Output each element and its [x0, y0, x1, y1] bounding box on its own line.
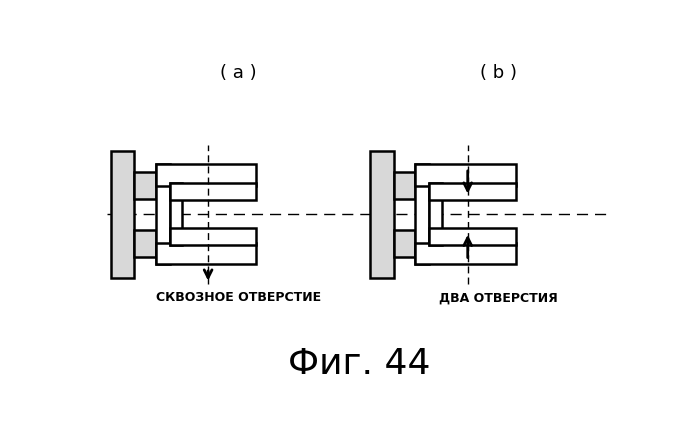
Bar — [155, 164, 169, 264]
Bar — [169, 228, 256, 245]
Bar — [415, 164, 516, 186]
Bar — [169, 183, 256, 200]
Text: ДВА ОТВЕРСТИЯ: ДВА ОТВЕРСТИЯ — [439, 291, 558, 304]
Bar — [111, 151, 134, 278]
Bar — [370, 151, 393, 278]
Bar — [415, 243, 516, 264]
Bar — [111, 151, 134, 278]
Bar — [134, 172, 155, 199]
Bar — [155, 164, 256, 186]
Bar — [393, 172, 415, 199]
Bar — [415, 164, 429, 264]
Text: СКВОЗНОЕ ОТВЕРСТИЕ: СКВОЗНОЕ ОТВЕРСТИЕ — [156, 291, 321, 304]
Bar — [370, 151, 393, 278]
Text: ( a ): ( a ) — [220, 64, 257, 82]
Bar — [393, 230, 415, 257]
Bar — [155, 243, 256, 264]
Text: ( b ): ( b ) — [480, 64, 517, 82]
Bar — [393, 172, 415, 199]
Bar — [429, 228, 516, 245]
Bar — [429, 183, 516, 200]
Bar — [134, 172, 155, 199]
Bar — [429, 183, 442, 245]
Bar — [393, 230, 415, 257]
Bar — [169, 183, 182, 245]
Bar — [134, 230, 155, 257]
Bar — [134, 230, 155, 257]
Text: Фиг. 44: Фиг. 44 — [288, 347, 430, 381]
